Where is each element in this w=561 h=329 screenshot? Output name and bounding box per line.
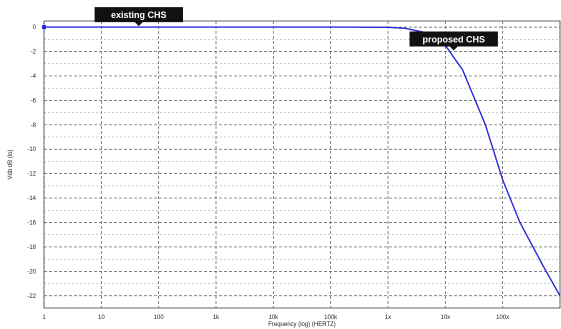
annotation-box [409,31,498,51]
y-tick-label: -22 [27,294,36,300]
y-tick-label: -20 [27,269,36,275]
y-tick-label: -14 [27,196,36,202]
x-axis-title: Frequency (log) (HERTZ) [268,322,336,328]
series-start-marker [42,25,46,30]
y-tick-label: -16 [27,221,36,227]
x-tick-label: 1 [42,315,46,321]
y-tick-label: -4 [31,74,37,80]
x-tick-label: 1x [385,315,391,321]
y-tick-label: 0 [33,25,37,31]
x-tick-label: 100x [496,315,509,321]
x-tick-labels: 1 10 100 1k 10k 100k 1x 10x 100x [42,315,509,321]
x-tick-label: 10 [98,315,105,321]
x-tick-label: 100k [324,315,338,321]
y-tick-label: -6 [31,98,37,104]
annotation-label: existing CHS [111,10,167,20]
y-tick-label: -12 [27,172,36,178]
y-tick-label: -10 [27,147,36,153]
annotations: existing CHS proposed CHS [94,7,498,51]
annotation-box [94,7,183,27]
x-tick-label: 10k [268,315,279,321]
y-tick-label: -2 [31,50,37,56]
y-tick-label: -8 [31,123,37,129]
annotation-callout: proposed CHS [409,31,498,51]
plot-frame [43,20,561,309]
annotation-callout: existing CHS [94,7,183,27]
annotation-label: proposed CHS [422,35,485,45]
x-tick-label: 10x [440,315,450,321]
series-line [44,26,561,297]
x-tick-label: 1k [213,315,220,321]
major-grid [43,21,561,308]
x-tick-label: 100 [154,315,165,321]
minor-grid [44,39,560,309]
y-tick-labels: 0 -2 -4 -6 -8 -10 -12 -14 -16 -18 -20 -22 [27,25,36,300]
y-axis-title: Vdb dB (lo) [8,149,14,179]
y-tick-label: -18 [27,245,36,251]
